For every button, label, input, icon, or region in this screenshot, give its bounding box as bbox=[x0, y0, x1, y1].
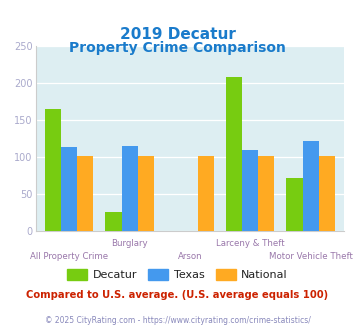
Bar bbox=[77, 156, 93, 231]
Bar bbox=[302, 141, 319, 231]
Text: Compared to U.S. average. (U.S. average equals 100): Compared to U.S. average. (U.S. average … bbox=[26, 290, 329, 300]
Bar bbox=[121, 146, 138, 231]
Bar bbox=[242, 150, 258, 231]
Text: All Property Crime: All Property Crime bbox=[30, 252, 108, 261]
Bar bbox=[45, 109, 61, 231]
Text: 2019 Decatur: 2019 Decatur bbox=[120, 27, 235, 42]
Text: Larceny & Theft: Larceny & Theft bbox=[216, 239, 285, 248]
Legend: Decatur, Texas, National: Decatur, Texas, National bbox=[63, 265, 292, 284]
Bar bbox=[105, 212, 121, 231]
Bar bbox=[226, 77, 242, 231]
Bar bbox=[61, 148, 77, 231]
Bar bbox=[319, 156, 335, 231]
Bar bbox=[138, 156, 154, 231]
Bar bbox=[258, 156, 274, 231]
Text: Property Crime Comparison: Property Crime Comparison bbox=[69, 41, 286, 55]
Text: © 2025 CityRating.com - https://www.cityrating.com/crime-statistics/: © 2025 CityRating.com - https://www.city… bbox=[45, 315, 310, 325]
Text: Burglary: Burglary bbox=[111, 239, 148, 248]
Text: Motor Vehicle Theft: Motor Vehicle Theft bbox=[269, 252, 353, 261]
Bar bbox=[198, 156, 214, 231]
Bar bbox=[286, 178, 302, 231]
Text: Arson: Arson bbox=[178, 252, 202, 261]
